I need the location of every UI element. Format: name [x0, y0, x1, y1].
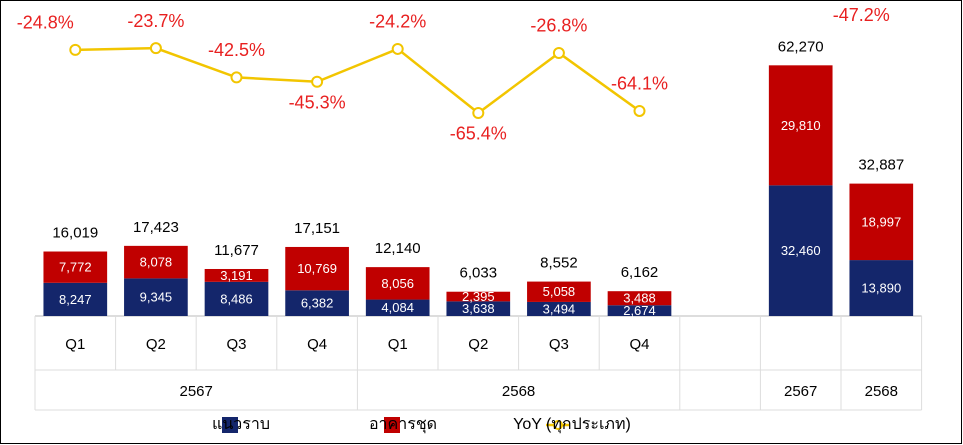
bar-segment [607, 291, 672, 306]
x-tick-label: Q3 [226, 336, 246, 353]
group-label: 2567 [180, 383, 213, 400]
bar-segment [124, 278, 188, 316]
yoy-label: -24.8% [17, 13, 74, 33]
total-label: 6,033 [460, 265, 498, 282]
bar-segment [768, 65, 833, 186]
bar-segment [607, 305, 672, 316]
yoy-marker [633, 104, 646, 117]
bar-segment [124, 245, 188, 279]
total-label: 17,151 [294, 220, 340, 237]
bar-segment [204, 281, 269, 316]
total-label: 8,552 [540, 255, 578, 272]
bar-value-label: 10,769 [297, 261, 337, 276]
bar-value-label: 29,810 [781, 118, 821, 133]
total-label: 62,270 [778, 38, 824, 55]
bar-value-label: 3,638 [462, 301, 495, 316]
bar-segment [285, 246, 349, 291]
bar-segment [849, 260, 914, 316]
bar-segment [365, 267, 430, 300]
bar-value-label: 6,382 [301, 296, 334, 311]
yoy-label: -26.8% [530, 16, 587, 36]
total-label: 11,677 [214, 242, 259, 259]
yoy-label: -45.3% [289, 92, 346, 112]
bar-value-label: 2,674 [623, 303, 656, 318]
yoy-label: -65.4% [450, 124, 507, 144]
total-label: 12,140 [375, 240, 421, 257]
bar-segment [527, 281, 591, 302]
legend-label: แนวราบ [212, 416, 270, 433]
legend-swatch [384, 417, 400, 433]
group-label: 2568 [502, 383, 535, 400]
bar-segment [849, 183, 914, 261]
yoy-marker [391, 42, 404, 55]
yoy-label: -24.2% [369, 12, 426, 32]
bar-value-label: 7,772 [59, 260, 92, 275]
yoy-marker [149, 42, 162, 55]
x-tick-label: Q2 [146, 336, 166, 353]
bar-value-label: 4,084 [381, 300, 414, 315]
x-tick-label: Q4 [629, 336, 649, 353]
x-tick-label: Q1 [388, 336, 408, 353]
bar-segment [43, 251, 108, 283]
bar-segment [204, 268, 269, 282]
bar-segment [446, 291, 511, 302]
total-label: 6,162 [621, 264, 659, 281]
bar-segment [768, 185, 833, 316]
bar-value-label: 3,191 [220, 268, 253, 283]
bar-segment [446, 301, 511, 316]
bar-value-label: 8,056 [381, 276, 414, 291]
legend-swatch [553, 420, 563, 430]
legend-swatch [222, 417, 238, 433]
bar-value-label: 8,247 [59, 292, 92, 307]
bar-value-label: 5,058 [543, 284, 576, 299]
bar-value-label: 8,486 [220, 291, 253, 306]
bar-value-label: 32,460 [781, 243, 821, 258]
group-label: 2568 [865, 383, 898, 400]
bar-segment [43, 282, 108, 316]
bar-value-label: 8,078 [140, 255, 173, 270]
x-tick-label: Q2 [468, 336, 488, 353]
yoy-marker [472, 106, 485, 119]
yoy-marker [69, 43, 82, 56]
yoy-marker [311, 75, 324, 88]
x-tick-label: Q3 [549, 336, 569, 353]
bar-segment [527, 301, 591, 316]
annotation: -47.2% [833, 5, 890, 25]
x-tick-label: Q1 [65, 336, 85, 353]
bar-value-label: 2,395 [462, 289, 495, 304]
total-label: 17,423 [133, 219, 179, 236]
bar-value-label: 9,345 [140, 290, 173, 305]
yoy-label: -42.5% [208, 40, 265, 60]
bar-segment [285, 290, 349, 316]
bar-segment [365, 299, 430, 316]
bar-value-label: 18,997 [861, 214, 901, 229]
yoy-marker [230, 71, 243, 84]
legend-label: อาคารชุด [369, 416, 437, 434]
group-label: 2567 [784, 383, 817, 400]
yoy-label: -64.1% [611, 74, 668, 94]
bar-value-label: 13,890 [861, 280, 901, 295]
bar-value-label: 3,488 [623, 291, 656, 306]
total-label: 16,019 [52, 224, 98, 241]
yoy-line [75, 46, 641, 115]
legend-label: YoY (ทุกประเภท) [513, 416, 631, 434]
x-tick-label: Q4 [307, 336, 327, 353]
bar-value-label: 3,494 [543, 301, 576, 316]
yoy-marker [552, 46, 565, 59]
yoy-label: -23.7% [127, 11, 184, 31]
total-label: 32,887 [858, 157, 904, 174]
